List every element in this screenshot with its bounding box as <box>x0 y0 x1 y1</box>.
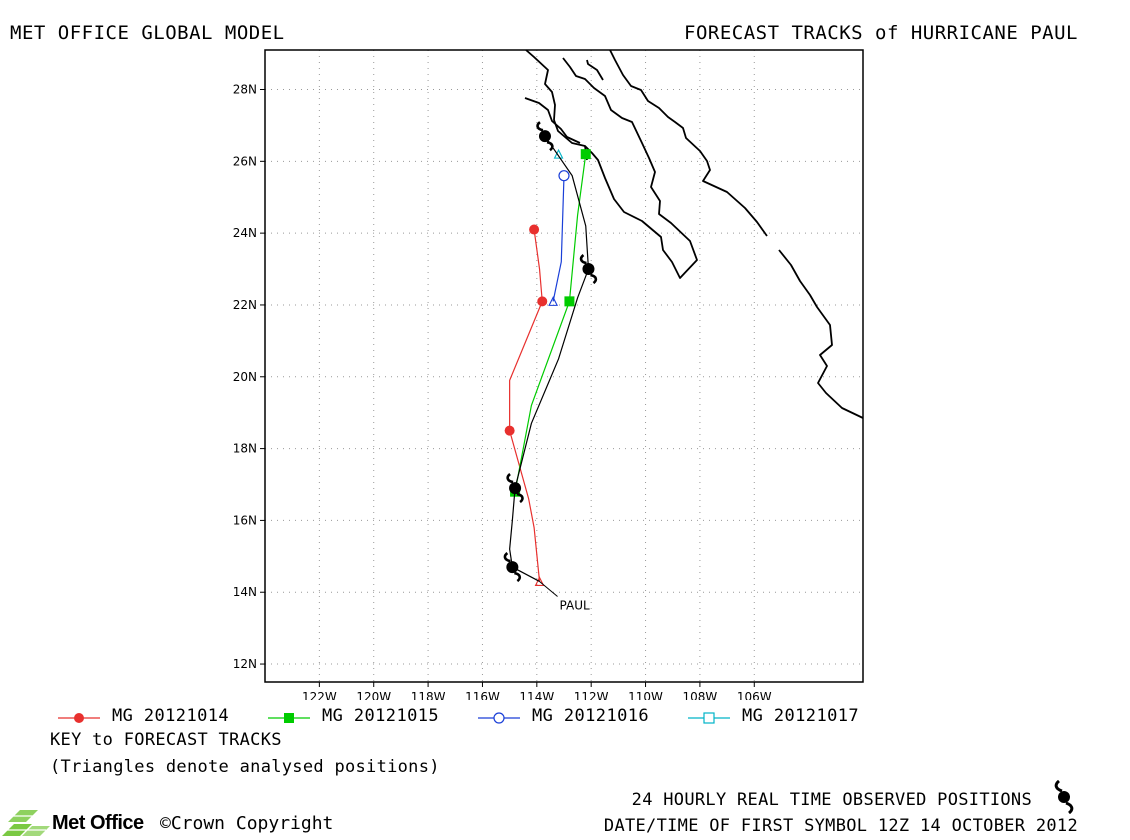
analysed-position-marker <box>534 576 545 587</box>
x-tick-label: 116W <box>465 690 500 700</box>
observed-position-marker <box>579 254 598 285</box>
track-mg-20121016 <box>548 170 570 306</box>
y-tick-label: 24N <box>233 226 257 240</box>
forecast-marker <box>564 296 575 307</box>
storm-label-leader <box>539 581 558 597</box>
legend-key-title: KEY to FORECAST TRACKS <box>50 730 282 750</box>
y-tick-label: 20N <box>233 370 257 384</box>
page-title-left: MET OFFICE GLOBAL MODEL <box>10 22 285 44</box>
legend-label: MG 20121016 <box>532 706 649 726</box>
y-tick-label: 28N <box>233 83 257 97</box>
x-tick-label: 122W <box>302 690 337 700</box>
x-tick-label: 106W <box>737 690 772 700</box>
legend-label: MG 20121015 <box>322 706 439 726</box>
copyright-notice: ©Crown Copyright <box>160 813 334 834</box>
x-tick-label: 114W <box>519 690 554 700</box>
analysed-position-marker <box>553 148 564 159</box>
y-tick-label: 22N <box>233 298 257 312</box>
coastline-segment <box>609 49 768 237</box>
legend-swatch-circle-open <box>478 712 520 724</box>
observed-position-marker <box>536 121 554 152</box>
legend-swatch-square-filled <box>268 713 310 723</box>
legend-label: MG 20121014 <box>112 706 229 726</box>
axis-labels: 122W 120W 118W 116W 114W 112W 110W 108W 106W 12N 1… <box>233 83 772 701</box>
track-mg-20121017 <box>553 148 564 159</box>
x-tick-label: 118W <box>411 690 446 700</box>
observed-position-marker <box>503 552 522 583</box>
legend-swatch-circle-filled <box>58 713 100 723</box>
legend-swatch-square-open <box>688 712 730 724</box>
y-tick-label: 26N <box>233 154 257 168</box>
page-title-right: FORECAST TRACKS of HURRICANE PAUL <box>684 22 1078 44</box>
x-tick-label: 108W <box>683 690 718 700</box>
forecast-tracks: PAUL <box>503 121 598 612</box>
legend-label: MG 20121017 <box>742 706 859 726</box>
forecast-track-map: PAUL 122W 120W 118W 116W 114W 112W 110W 108W 106… <box>233 49 864 701</box>
coastline-segment <box>524 97 581 144</box>
track-mg-20121014 <box>504 224 548 587</box>
track-line <box>509 229 543 582</box>
met-office-logo-icon <box>2 810 50 836</box>
analysed-position-marker <box>548 296 559 306</box>
y-tick-label: 18N <box>233 442 257 456</box>
y-tick-label: 14N <box>233 585 257 599</box>
coastline-segment <box>586 59 604 81</box>
track-line <box>514 154 587 492</box>
track-line <box>552 175 565 302</box>
y-tick-label: 16N <box>233 513 257 527</box>
map-grid <box>265 50 863 682</box>
legend-key-note: (Triangles denote analysed positions) <box>50 757 440 777</box>
met-office-logo-text: Met Office <box>52 812 144 834</box>
track-observed <box>503 121 598 583</box>
coastline <box>524 49 864 419</box>
forecast-marker <box>504 425 515 436</box>
observed-positions-label: 24 HOURLY REAL TIME OBSERVED POSITIONS <box>631 790 1032 810</box>
forecast-marker <box>529 224 540 235</box>
forecast-marker <box>558 170 570 182</box>
legend: MG 20121014 MG 20121015 MG 20121016 MG 2… <box>50 706 900 730</box>
storm-name-label: PAUL <box>560 598 590 612</box>
map-frame <box>264 49 864 683</box>
observed-position-marker <box>506 473 524 504</box>
coastline-segment <box>525 49 588 161</box>
first-symbol-datetime: DATE/TIME OF FIRST SYMBOL 12Z 14 OCTOBER… <box>603 816 1078 836</box>
coastline-segment <box>562 57 698 279</box>
coastline-segment <box>778 249 864 419</box>
hurricane-icon <box>1054 780 1074 814</box>
y-tick-label: 12N <box>233 657 257 671</box>
forecast-marker <box>580 149 591 160</box>
x-tick-label: 110W <box>628 690 663 700</box>
x-tick-label: 112W <box>574 690 609 700</box>
x-tick-label: 120W <box>356 690 391 700</box>
track-line <box>509 135 590 582</box>
forecast-marker <box>537 296 548 307</box>
